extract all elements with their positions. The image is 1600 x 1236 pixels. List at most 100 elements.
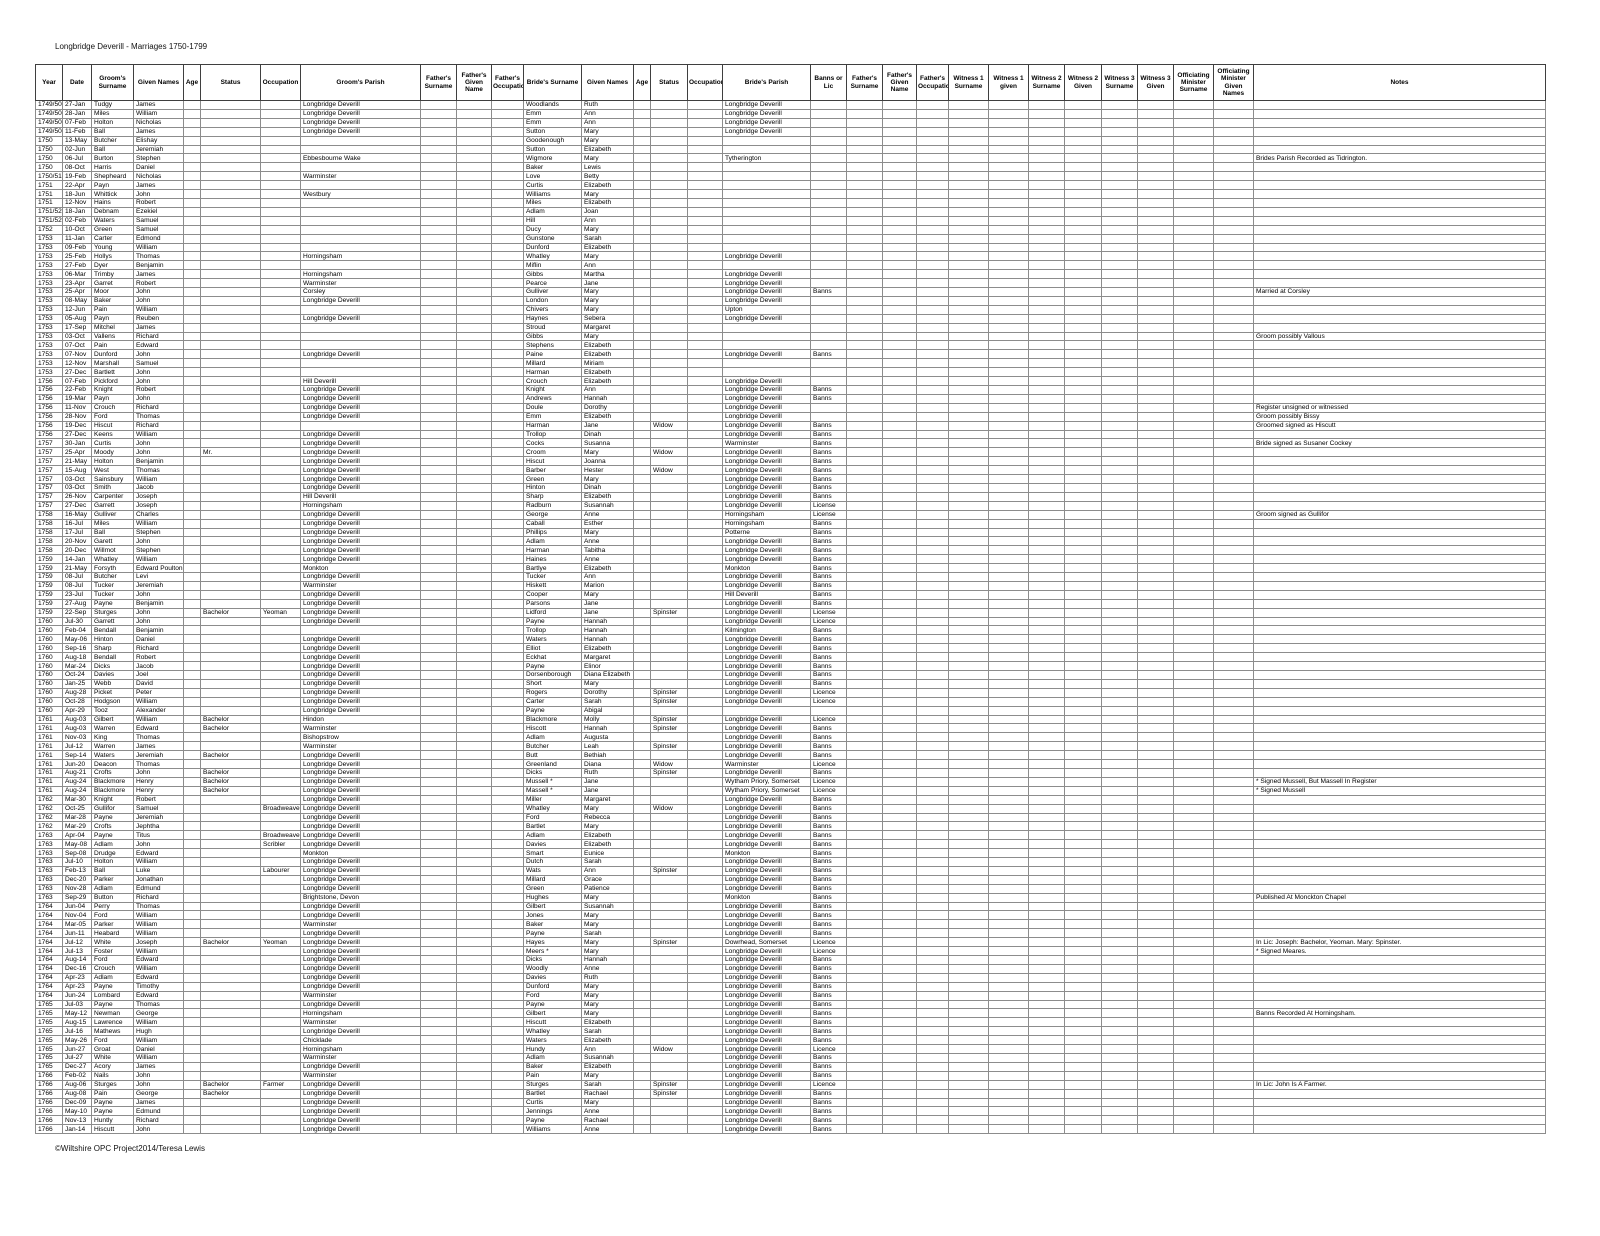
cell-ga <box>183 919 201 930</box>
cell-no <box>1253 162 1546 173</box>
cell-w1s <box>948 643 989 654</box>
cell-oms <box>1173 785 1214 796</box>
cell-w1g <box>988 812 1029 823</box>
cell-w3s <box>1101 304 1138 315</box>
cell-w2g <box>1064 990 1102 1001</box>
cell-ga <box>183 1061 201 1072</box>
cell-bst: Spinster <box>650 1079 688 1090</box>
cell-gg: Robert <box>133 197 184 208</box>
cell-no <box>1253 1017 1546 1028</box>
cell-w1g <box>988 803 1029 814</box>
cell-w1g <box>988 901 1029 912</box>
cell-d: Dec-16 <box>62 963 92 974</box>
cell-w2s <box>1028 598 1065 609</box>
cell-goc <box>260 1088 301 1099</box>
cell-w3g <box>1137 340 1174 351</box>
cell-w1s <box>948 750 989 761</box>
cell-boc <box>687 759 723 769</box>
cell-bs: Knight <box>523 385 582 395</box>
cell-bs: Phillips <box>523 527 582 538</box>
cell-y: 1753 <box>35 313 63 324</box>
cell-ba <box>633 447 651 458</box>
cell-gfo <box>491 759 524 769</box>
cell-w3s <box>1101 812 1138 823</box>
cell-gp: Warminster <box>300 171 421 182</box>
cell-w2s <box>1028 251 1065 262</box>
cell-w1s <box>948 652 989 663</box>
table-row: 1762 Oct-25 Gullifor Samuel Broadweaver Longb… <box>35 803 1546 814</box>
cell-bg: Diana <box>581 759 634 769</box>
cell-no <box>1253 848 1546 859</box>
cell-gs: Adlam <box>91 839 134 850</box>
cell-w3g <box>1137 1061 1174 1072</box>
cell-gp: Longbridge Deverill <box>300 429 421 440</box>
cell-y: 1760 <box>35 625 63 636</box>
cell-y: 1758 <box>35 509 63 520</box>
cell-omg <box>1213 999 1254 1010</box>
cell-bfg <box>882 331 917 342</box>
cell-d: Aug-15 <box>62 1017 92 1028</box>
cell-bfs <box>846 429 883 440</box>
cell-bst <box>650 1106 688 1117</box>
cell-w2g <box>1064 313 1102 324</box>
cell-boc <box>687 901 723 912</box>
cell-no <box>1253 830 1546 841</box>
cell-w3s <box>1101 714 1138 725</box>
cell-w1s <box>948 1026 989 1037</box>
cell-ba <box>633 278 651 289</box>
cell-w1s <box>948 963 989 974</box>
cell-lic: Banns <box>810 429 847 440</box>
cell-bp: Longbridge Deverill <box>722 500 811 511</box>
cell-w3s <box>1101 1035 1138 1046</box>
cell-w2s <box>1028 937 1065 948</box>
cell-omg <box>1213 705 1254 716</box>
cell-ba <box>633 865 651 876</box>
table-row: 1766 Feb-02 Nails John Warminster Pain Mary Lon… <box>35 1070 1546 1081</box>
cell-gg: Thomas <box>133 901 184 912</box>
cell-oms <box>1173 812 1214 823</box>
cell-gp: Longbridge Deverill <box>300 874 421 885</box>
table-row: 1761 Jun-20 Deacon Thomas Longbridge Deveril… <box>35 759 1546 769</box>
cell-bfo <box>916 215 949 226</box>
cell-gst <box>200 794 261 805</box>
cell-bst <box>650 269 688 280</box>
cell-bg: Mary <box>581 803 634 814</box>
cell-gg: Stephen <box>133 527 184 538</box>
cell-bst <box>650 358 688 369</box>
cell-w3g <box>1137 1070 1174 1081</box>
cell-bg: Mary <box>581 527 634 538</box>
cell-ba <box>633 189 651 199</box>
cell-boc <box>687 625 723 636</box>
cell-gg: Benjamin <box>133 598 184 609</box>
cell-gfo <box>491 135 524 146</box>
cell-w3g <box>1137 126 1174 137</box>
cell-gfo <box>491 500 524 511</box>
cell-bg: Rachael <box>581 1115 634 1126</box>
cell-w2g <box>1064 910 1102 921</box>
cell-gst <box>200 171 261 182</box>
cell-w2s <box>1028 135 1065 146</box>
cell-gs: Bendall <box>91 625 134 636</box>
cell-bs: Payne <box>523 999 582 1010</box>
cell-goc <box>260 554 301 565</box>
cell-oms <box>1173 732 1214 743</box>
cell-w3s <box>1101 750 1138 761</box>
cell-boc <box>687 135 723 146</box>
cell-omg <box>1213 340 1254 351</box>
cell-lic <box>810 251 847 262</box>
cell-ba <box>633 776 651 787</box>
cell-bfg <box>882 687 917 698</box>
cell-gfs <box>420 500 457 511</box>
cell-omg <box>1213 108 1254 119</box>
cell-gg: John <box>133 607 184 618</box>
cell-bfo <box>916 972 949 983</box>
cell-omg <box>1213 741 1254 752</box>
cell-y: 1766 <box>35 1088 63 1099</box>
cell-bg: Elizabeth <box>581 411 634 422</box>
cell-w3s <box>1101 313 1138 324</box>
column-header: Witness 2 Surname <box>1028 64 1065 101</box>
cell-w1s <box>948 242 989 253</box>
cell-gfs <box>420 821 457 832</box>
cell-w3s <box>1101 901 1138 912</box>
cell-d: Mar-30 <box>62 794 92 805</box>
